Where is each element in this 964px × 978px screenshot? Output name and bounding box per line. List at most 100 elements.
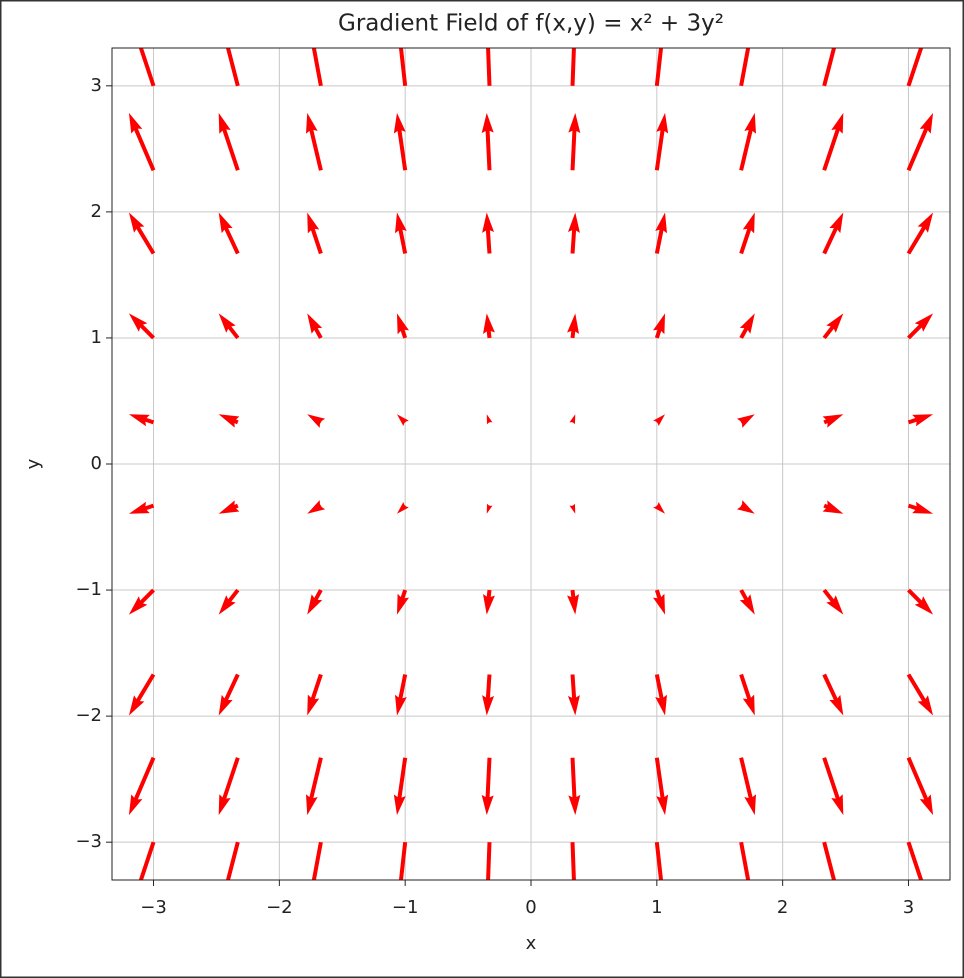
arrow — [398, 48, 408, 87]
x-tick-label: 2 — [777, 897, 788, 918]
arrow — [907, 414, 934, 427]
arrow — [307, 414, 326, 428]
arrow — [128, 756, 156, 816]
x-tick-label: −1 — [392, 897, 419, 918]
arrow — [907, 501, 934, 514]
x-tick-label: −2 — [266, 897, 293, 918]
arrow — [822, 500, 844, 514]
arrow — [568, 112, 581, 171]
arrow — [218, 588, 240, 615]
arrow — [567, 212, 580, 254]
arrow — [654, 212, 667, 254]
arrow — [481, 757, 494, 816]
arrow — [654, 48, 664, 87]
arrow — [218, 212, 240, 255]
arrow — [570, 842, 576, 880]
arrow — [739, 841, 751, 880]
arrow — [306, 112, 323, 171]
arrow — [128, 501, 155, 514]
arrow — [822, 112, 844, 171]
y-tick-label: 3 — [91, 75, 102, 96]
arrow — [822, 841, 837, 880]
y-tick-label: −2 — [75, 705, 102, 726]
arrow — [906, 841, 924, 880]
arrow — [218, 500, 240, 514]
arrow — [569, 414, 576, 425]
arrow — [481, 112, 494, 171]
arrow — [822, 588, 844, 615]
arrow — [395, 674, 408, 716]
arrow — [396, 501, 409, 514]
arrow — [482, 589, 495, 615]
x-tick-label: 0 — [525, 897, 536, 918]
arrow — [482, 313, 495, 339]
arrow — [822, 414, 844, 428]
arrow — [739, 313, 755, 339]
arrow — [128, 313, 155, 340]
arrow — [128, 112, 156, 172]
arrow — [396, 414, 409, 427]
arrow — [311, 841, 323, 880]
y-tick-label: 0 — [91, 453, 102, 474]
arrow — [653, 589, 666, 615]
arrow — [218, 414, 240, 428]
arrow — [906, 212, 934, 255]
arrow — [128, 414, 155, 427]
arrow — [128, 212, 156, 255]
arrow — [138, 841, 156, 880]
arrow — [218, 313, 240, 340]
y-tick-label: 2 — [91, 201, 102, 222]
y-axis-label: y — [23, 458, 44, 469]
arrow — [306, 757, 323, 816]
arrow — [486, 842, 492, 880]
arrow — [739, 757, 756, 816]
arrow — [396, 313, 409, 339]
arrow — [653, 313, 666, 339]
arrow — [654, 841, 664, 880]
arrow — [570, 48, 576, 86]
arrow — [907, 313, 934, 340]
arrow — [569, 503, 576, 514]
arrow — [307, 673, 323, 716]
arrow — [653, 414, 666, 427]
arrow — [906, 673, 934, 716]
y-tick-label: 1 — [91, 327, 102, 348]
x-tick-label: 3 — [903, 897, 914, 918]
arrow — [307, 212, 323, 255]
y-tick-label: −1 — [75, 579, 102, 600]
arrow — [906, 48, 924, 87]
arrow — [906, 112, 934, 172]
grid — [112, 48, 950, 880]
arrow — [395, 212, 408, 254]
arrow — [307, 313, 323, 339]
arrow — [907, 588, 934, 615]
arrow — [822, 673, 844, 716]
x-axis-label: x — [526, 933, 537, 954]
arrow — [311, 48, 323, 87]
arrow — [482, 674, 495, 716]
arrow — [393, 112, 408, 171]
arrow — [739, 589, 755, 615]
x-tick-label: 1 — [651, 897, 662, 918]
arrow — [218, 757, 240, 816]
arrow — [396, 589, 409, 615]
arrow — [393, 757, 408, 816]
arrow — [739, 48, 751, 87]
arrow — [225, 48, 240, 87]
arrow — [736, 414, 755, 428]
arrow — [736, 500, 755, 514]
arrow — [568, 757, 581, 816]
arrow — [653, 501, 666, 514]
arrow — [225, 841, 240, 880]
arrow — [128, 588, 155, 615]
arrow — [822, 757, 844, 816]
arrow — [486, 48, 492, 86]
arrow — [128, 673, 156, 716]
x-tick-label: −3 — [140, 897, 167, 918]
arrow — [739, 212, 755, 255]
arrow — [739, 112, 756, 171]
chart-title: Gradient Field of f(x,y) = x² + 3y² — [338, 11, 724, 37]
